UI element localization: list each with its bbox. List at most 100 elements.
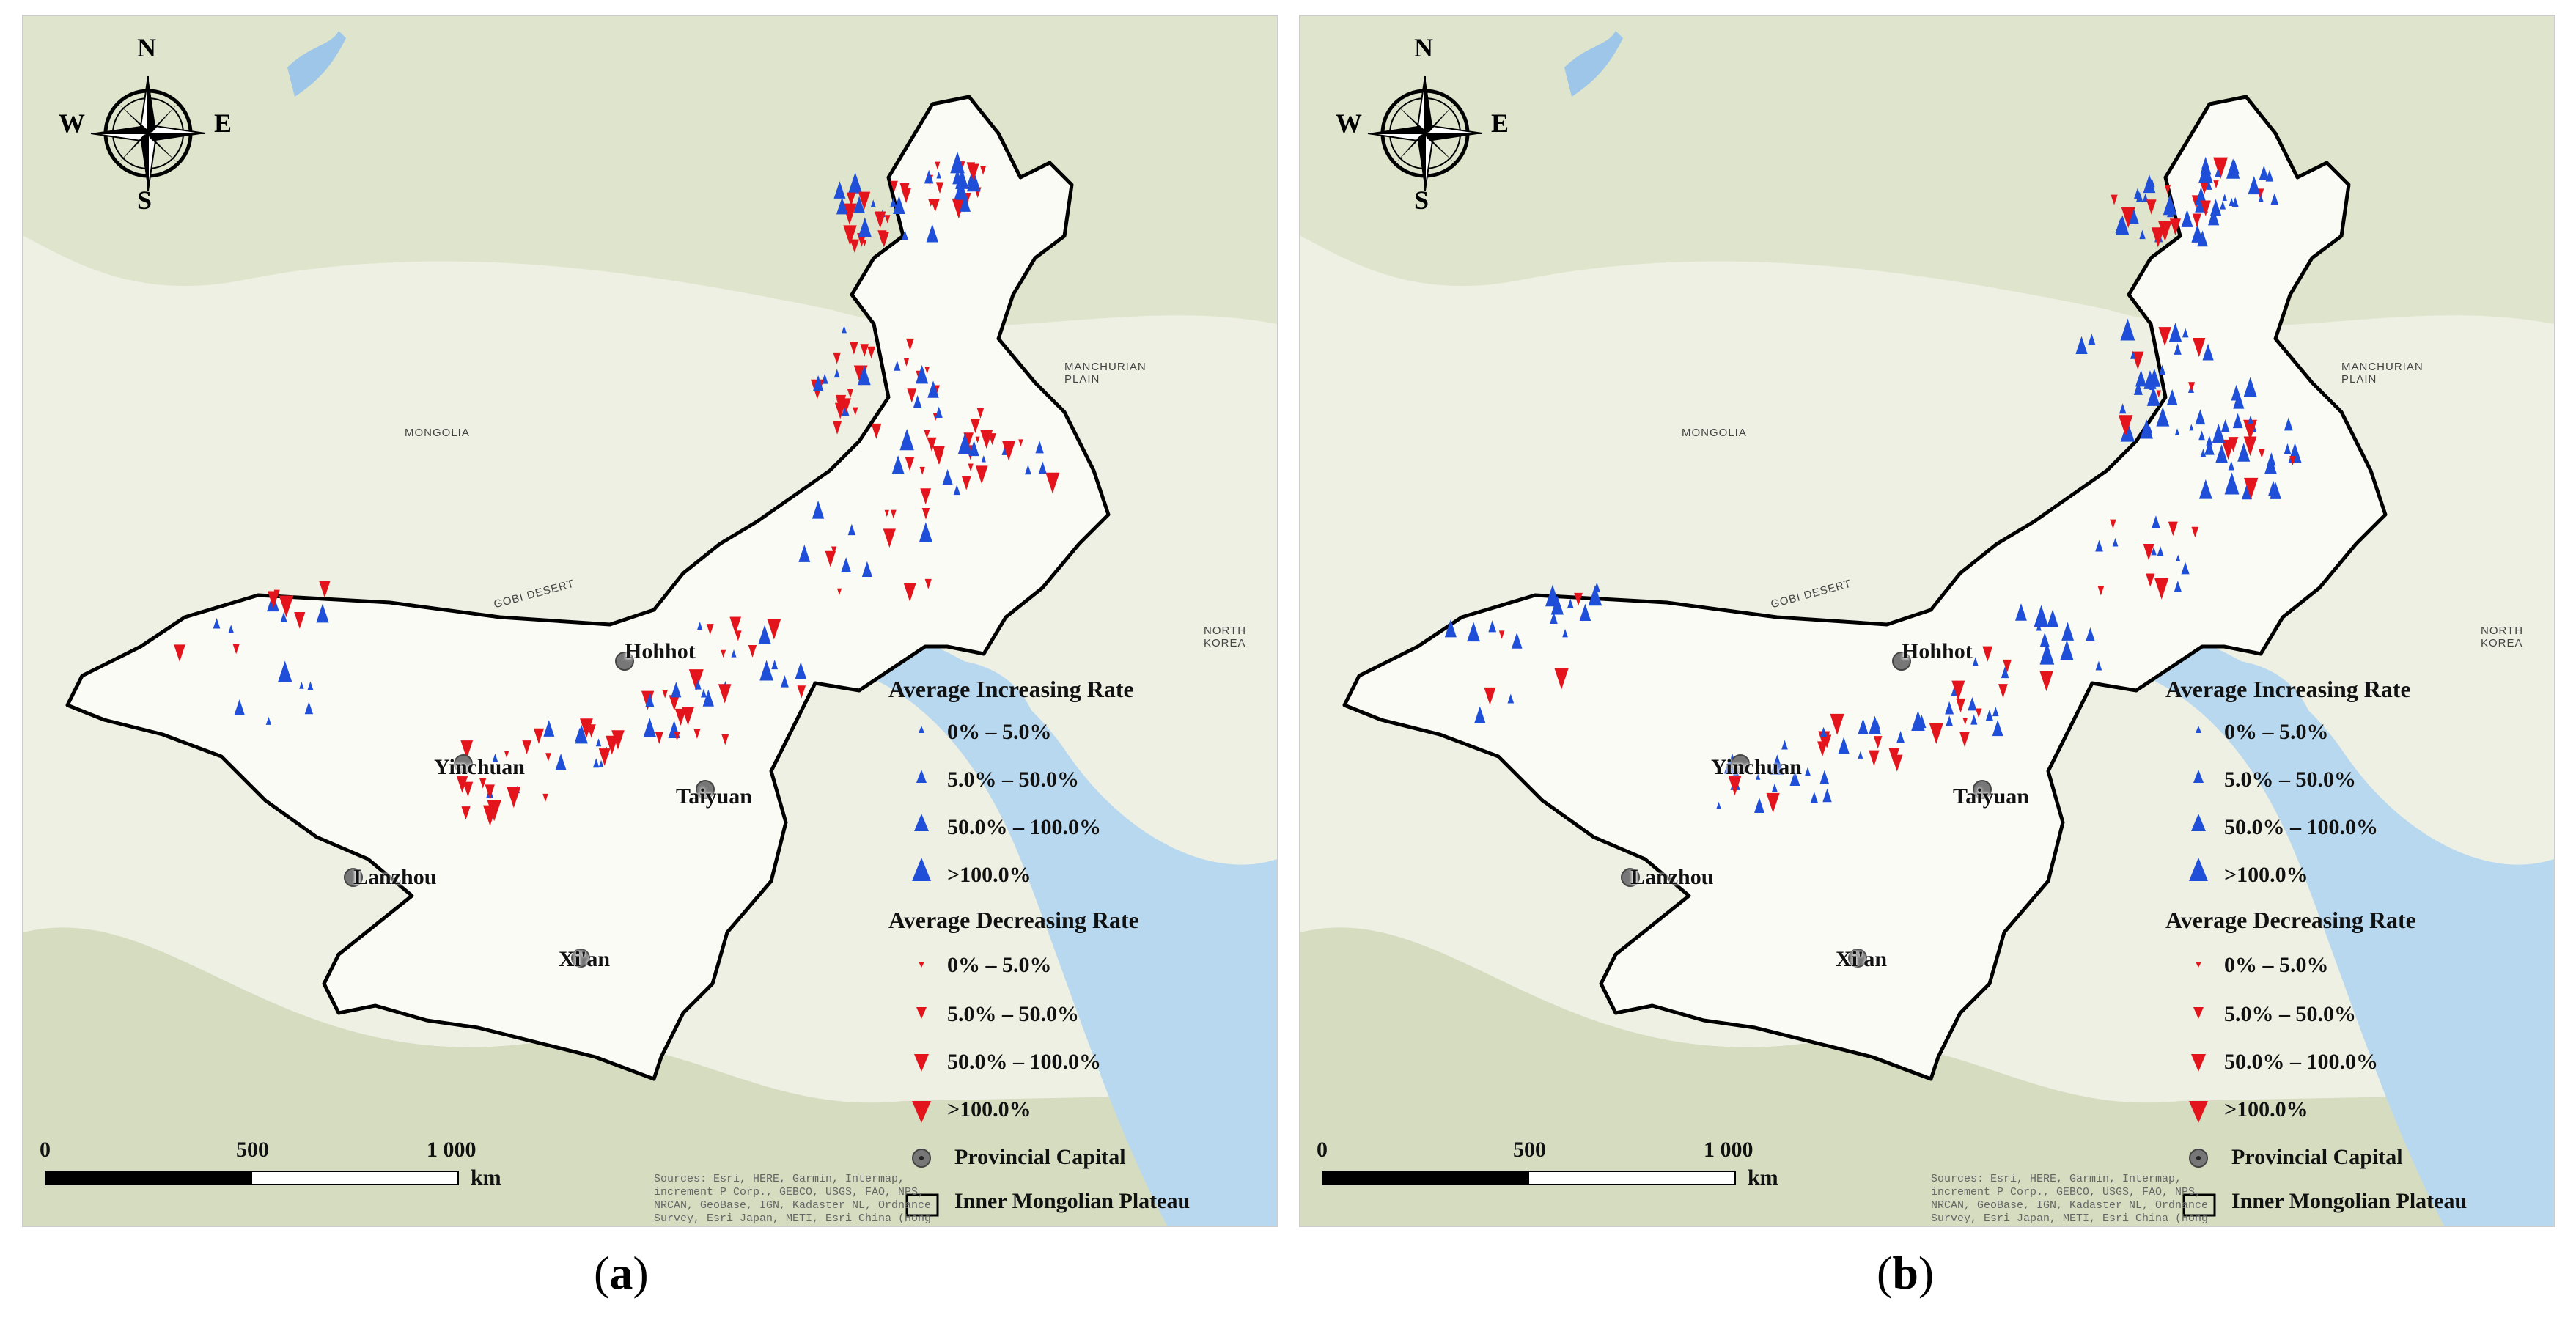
decrease-marker: [674, 708, 687, 726]
increase-marker: [2198, 430, 2205, 441]
decrease-marker: [706, 624, 714, 635]
increase-marker: [2204, 440, 2215, 455]
increase-marker: [955, 169, 969, 189]
increase-marker: [2181, 561, 2190, 575]
decrease-marker: [1951, 680, 1965, 701]
decrease-marker: [906, 338, 914, 351]
increase-marker: [543, 720, 555, 737]
increase-marker: [2112, 537, 2119, 547]
increase-marker: [265, 716, 272, 725]
bohai-sea: [2202, 660, 2312, 731]
decrease-marker: [2154, 578, 2169, 600]
region-outline: [1342, 95, 2388, 1081]
increase-marker: [697, 622, 703, 630]
increase-marker: [1858, 718, 1869, 734]
increase-marker: [228, 625, 234, 633]
compass-n: N: [1414, 33, 1433, 62]
increase-marker: [2174, 428, 2180, 435]
attribution: Sources: Esri, HERE, Garmin, Intermap, i…: [654, 1173, 932, 1225]
increase-marker: [1511, 632, 1523, 649]
increase-marker: [2015, 603, 2027, 621]
increase-marker: [2284, 443, 2292, 454]
decrease-marker: [1869, 750, 1880, 767]
decrease-marker: [2158, 327, 2171, 347]
increase-marker: [595, 738, 602, 747]
legend-decreasing-title: Average Decreasing Rate: [888, 907, 1139, 933]
label-mongolia: MONGOLIA: [1682, 427, 1747, 439]
legend-symbols-a: [905, 726, 939, 1217]
decrease-marker: [2243, 477, 2259, 500]
decrease-marker: [935, 161, 941, 170]
decrease-marker: [2121, 207, 2135, 229]
increase-marker: [2222, 194, 2227, 201]
decrease-marker: [2146, 199, 2157, 215]
label-manchurian: MANCHURIAN PLAIN: [2341, 361, 2424, 386]
compass-rose-icon: [1367, 75, 1483, 191]
increase-marker: [2142, 193, 2149, 202]
increase-marker: [981, 455, 986, 463]
decrease-marker: [842, 398, 851, 413]
increase-marker: [2034, 605, 2049, 627]
decrease-marker: [976, 408, 985, 419]
legend-dec-2: 5.0% – 50.0%: [947, 1002, 1079, 1026]
attribution: Sources: Esri, HERE, Garmin, Intermap, i…: [1931, 1173, 2209, 1225]
decrease-marker: [1728, 776, 1742, 796]
increase-marker: [2120, 318, 2135, 341]
decrease-marker: [968, 163, 979, 181]
increase-marker: [2265, 169, 2274, 182]
increase-marker: [2215, 168, 2221, 177]
decrease-marker: [487, 800, 501, 822]
increase-marker: [833, 181, 846, 199]
provincial-capital-marker: [1973, 780, 1992, 799]
increase-marker: [926, 224, 938, 243]
decrease-marker: [2200, 183, 2209, 195]
increase-marker: [2284, 417, 2293, 431]
decrease-marker: [268, 591, 279, 609]
decrease-marker: [2169, 218, 2181, 235]
decrease-marker: [797, 685, 806, 699]
increase-marker: [2036, 622, 2042, 631]
decrease-marker: [461, 806, 471, 820]
increase-marker: [2143, 370, 2157, 389]
increase-marker: [950, 151, 965, 174]
decrease-marker: [858, 191, 871, 210]
compass-n: N: [137, 33, 156, 62]
scale-unit: km: [471, 1165, 501, 1190]
increase-marker: [2149, 383, 2154, 390]
label-mongolia: MONGOLIA: [405, 427, 470, 439]
city-hohhot: Hohhot: [625, 639, 696, 663]
decrease-marker: [735, 630, 742, 641]
increase-marker: [2200, 158, 2212, 174]
increase-marker: [927, 380, 939, 398]
decrease-marker: [586, 724, 596, 738]
increase-marker: [901, 229, 909, 240]
decrease-marker: [674, 732, 680, 741]
compass-s: S: [137, 185, 152, 215]
legend-dec-1: 0% – 5.0%: [947, 953, 1052, 977]
decrease-marker: [485, 784, 495, 800]
decrease-marker: [884, 509, 889, 518]
increase-marker: [2061, 622, 2075, 641]
decrease-marker: [2168, 521, 2178, 537]
scale-bar: [45, 1171, 459, 1185]
increase-marker: [671, 682, 682, 698]
increase-marker: [2220, 200, 2226, 210]
decrease-marker: [970, 419, 981, 434]
decrease-marker: [2188, 382, 2196, 392]
decrease-marker: [883, 528, 896, 548]
scale-tick-500: 500: [236, 1138, 269, 1162]
increase-marker: [759, 660, 773, 681]
decrease-marker: [975, 465, 988, 485]
provincial-capital-marker: [454, 754, 473, 773]
decrease-marker: [832, 421, 842, 435]
increase-marker: [1035, 441, 1044, 454]
increase-marker: [2228, 460, 2235, 471]
increase-marker: [1567, 598, 1574, 608]
decrease-marker: [831, 546, 837, 555]
increase-marker: [1810, 791, 1818, 803]
increase-marker: [2133, 381, 2143, 395]
increase-marker: [847, 523, 856, 536]
increase-marker: [1444, 619, 1457, 638]
decrease-marker: [718, 684, 732, 704]
increase-marker: [2248, 415, 2253, 424]
